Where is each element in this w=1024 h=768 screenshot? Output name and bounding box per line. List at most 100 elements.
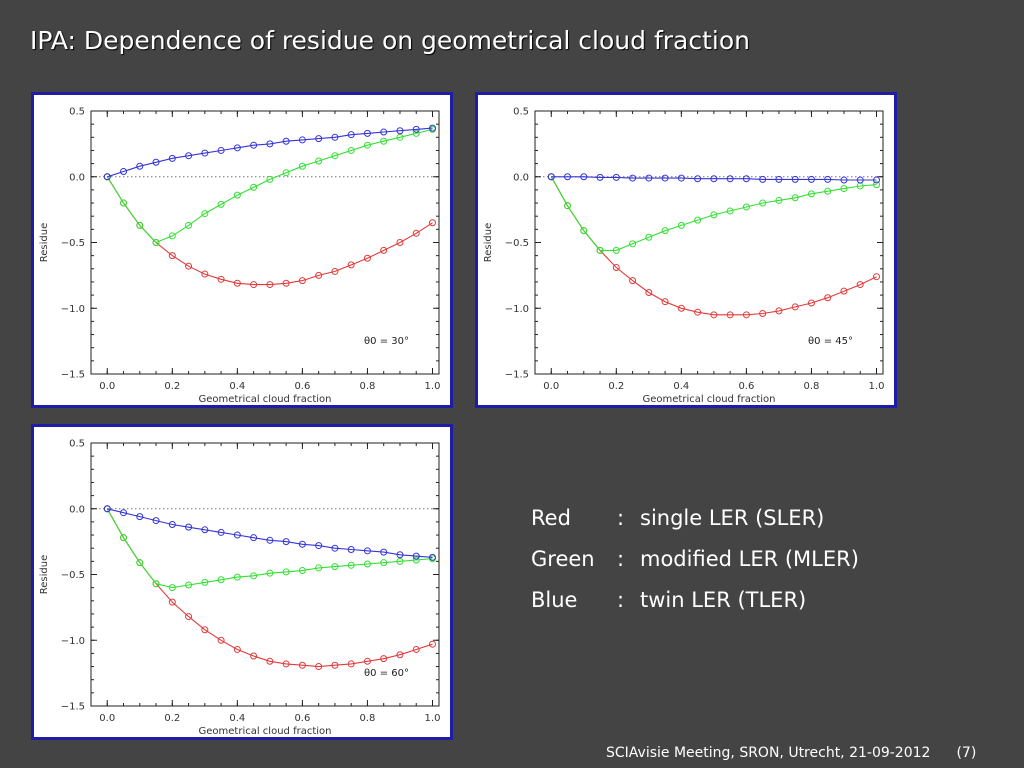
data-point-blue	[428, 553, 436, 561]
data-point-blue	[791, 175, 799, 183]
data-point-red	[282, 279, 290, 287]
x-axis-label: Geometrical cloud fraction	[199, 726, 332, 737]
data-point-blue	[233, 531, 241, 539]
data-point-red	[775, 307, 783, 315]
plot-frame	[90, 110, 440, 375]
data-point-blue	[201, 149, 209, 157]
plot-frame	[534, 110, 884, 375]
y-tick-label: 0.0	[69, 172, 85, 183]
slide-title: IPA: Dependence of residue on geometrica…	[30, 26, 750, 55]
data-point-red	[282, 660, 290, 668]
data-point-blue	[250, 534, 258, 542]
data-point-red	[250, 652, 258, 660]
chart-panel-45deg: 0.0 0.2 0.4 0.6 0.8 1.0 0.5 0.0 −0.5 −1.0 −1.5 Geom…	[475, 92, 897, 408]
series-line-blue	[107, 127, 433, 178]
data-point-green	[347, 146, 355, 154]
data-point-green	[612, 246, 620, 254]
data-point-red	[694, 308, 702, 316]
x-tick-label: 0.6	[294, 381, 310, 392]
series-line-green	[106, 128, 433, 244]
data-point-blue	[103, 505, 111, 513]
y-tick-label: −1.0	[505, 304, 529, 315]
legend-color-name: Blue	[531, 588, 578, 612]
data-point-blue	[120, 509, 128, 517]
data-point-green	[396, 557, 404, 565]
data-point-blue	[315, 542, 323, 550]
footer-text: SCIAvisie Meeting, SRON, Utrecht, 21-09-…	[606, 745, 931, 761]
y-tick-label: −1.5	[61, 370, 85, 381]
data-point-green	[629, 240, 637, 248]
data-point-blue	[136, 513, 144, 521]
series-line-green	[550, 176, 877, 251]
data-point-green	[185, 581, 193, 589]
y-tick-label: −1.0	[61, 636, 85, 647]
data-point-blue	[266, 536, 274, 544]
data-point-red	[807, 299, 815, 307]
data-point-green	[266, 569, 274, 577]
x-tick-label: 0.4	[229, 713, 245, 724]
data-point-blue	[185, 152, 193, 160]
data-point-green	[824, 187, 832, 195]
data-point-red	[298, 661, 306, 669]
series-line-red	[550, 176, 877, 316]
chart-panel-30deg: 0.0 0.2 0.4 0.6 0.8 1.0 0.5 0.0 −0.5 −1.0 −1.5 Geom…	[31, 92, 453, 408]
data-point-blue	[168, 521, 176, 529]
data-point-green	[840, 185, 848, 193]
legend-row-blue: Blue : twin LER (TLER)	[531, 588, 859, 629]
page-number: (7)	[956, 745, 977, 761]
data-point-green	[136, 221, 144, 229]
data-point-red	[185, 613, 193, 621]
legend-separator: :	[617, 547, 625, 571]
data-point-green	[136, 559, 144, 567]
data-point-blue	[856, 176, 864, 184]
footer: SCIAvisie Meeting, SRON, Utrecht, 21-09-…	[606, 745, 976, 761]
data-point-blue	[120, 167, 128, 175]
data-point-blue	[824, 175, 832, 183]
data-point-red	[677, 304, 685, 312]
chart-30deg: 0.0 0.2 0.4 0.6 0.8 1.0 0.5 0.0 −0.5 −1.0 −1.5 Geom…	[39, 107, 440, 406]
data-point-red	[347, 261, 355, 269]
x-tick-label: 0.4	[673, 381, 689, 392]
data-point-red	[380, 246, 388, 254]
data-point-green	[564, 202, 572, 210]
data-point-blue	[201, 526, 209, 534]
data-point-blue	[596, 173, 604, 181]
x-tick-label: 0.0	[99, 713, 115, 724]
y-tick-label: 0.0	[69, 504, 85, 515]
data-point-blue	[412, 552, 420, 560]
data-point-red	[645, 288, 653, 296]
data-point-blue	[266, 140, 274, 148]
x-tick-label: 1.0	[869, 381, 885, 392]
data-point-red	[298, 277, 306, 285]
y-tick-label: −0.5	[61, 570, 85, 581]
data-point-red	[185, 262, 193, 270]
data-point-red	[315, 271, 323, 279]
legend-row-green: Green : modified LER (MLER)	[531, 547, 859, 588]
data-point-red	[726, 311, 734, 319]
data-point-green	[694, 216, 702, 224]
y-axis-label: Residue	[39, 223, 50, 262]
data-point-red	[742, 311, 750, 319]
data-point-green	[217, 576, 225, 584]
data-point-red	[315, 663, 323, 671]
data-point-green	[380, 559, 388, 567]
data-point-blue	[629, 174, 637, 182]
data-point-green	[298, 567, 306, 575]
angle-annotation: θ0 = 45°	[808, 336, 853, 347]
legend-label: single LER (SLER)	[640, 506, 825, 530]
x-tick-label: 0.0	[543, 381, 559, 392]
x-tick-label: 0.0	[99, 381, 115, 392]
data-point-green	[645, 233, 653, 241]
data-point-green	[580, 227, 588, 235]
data-point-blue	[412, 125, 420, 133]
legend-label: twin LER (TLER)	[640, 588, 807, 612]
data-point-blue	[726, 175, 734, 183]
data-point-blue	[807, 175, 815, 183]
data-point-green	[363, 560, 371, 568]
data-point-red	[396, 651, 404, 659]
data-point-green	[201, 578, 209, 586]
data-point-blue	[152, 158, 160, 166]
chart-panel-60deg: 0.0 0.2 0.4 0.6 0.8 1.0 0.5 0.0 −0.5 −1.0 −1.5 Geom…	[31, 424, 453, 740]
data-point-green	[152, 580, 160, 588]
series-line-blue	[551, 176, 877, 181]
